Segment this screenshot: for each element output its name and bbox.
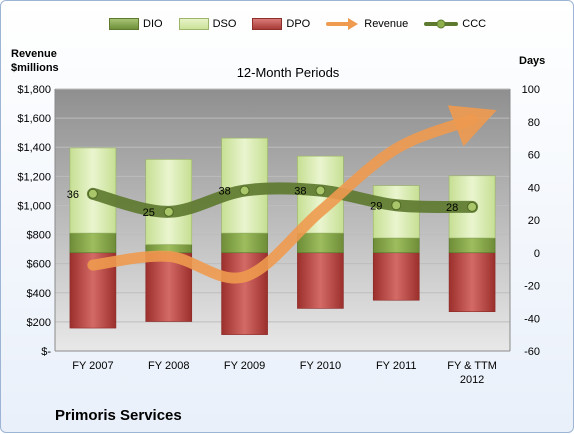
legend-item-ccc: CCC	[424, 17, 486, 31]
right-tick-label: -20	[524, 281, 540, 293]
ccc-data-label: 29	[370, 200, 382, 212]
ccc-marker	[467, 201, 478, 212]
right-tick-label: 80	[528, 117, 540, 129]
left-tick-label: $600	[27, 259, 51, 271]
revenue-line	[87, 105, 497, 284]
bar-dio	[372, 237, 420, 254]
legend-swatch-dio	[109, 18, 139, 30]
legend-label-dso: DSO	[212, 18, 237, 30]
right-tick-label: 60	[528, 150, 540, 162]
tick-labels: $- $200 $400 $600 $800 $1,000 $1,200 $1,400 $1,6…	[17, 84, 540, 386]
left-tick-label: $800	[27, 230, 51, 242]
company-name: Primoris Services	[55, 407, 182, 424]
ccc-marker	[239, 185, 250, 196]
x-tick-label: FY 2007	[72, 360, 113, 372]
right-axis-title: Days	[519, 55, 546, 67]
x-tick-label: 2012	[460, 374, 484, 386]
left-axis-title-line-1: Revenue	[11, 48, 57, 60]
bar-dpo	[448, 252, 496, 313]
x-tick-label: FY 2011	[376, 360, 417, 372]
ccc-line	[86, 182, 479, 218]
legend-arrow-revenue	[326, 18, 359, 30]
bar-dio	[448, 237, 496, 254]
left-tick-label: $1,800	[17, 84, 51, 96]
right-tick-label: 100	[522, 84, 540, 96]
right-tick-label: 0	[534, 248, 540, 260]
bar-dso	[145, 159, 193, 245]
x-tick-label: FY 2008	[148, 360, 189, 372]
ccc-marker	[391, 200, 402, 211]
legend-line-ccc	[424, 19, 459, 29]
ccc-marker	[315, 185, 326, 196]
left-tick-label: $1,200	[17, 171, 51, 183]
left-tick-label: $1,400	[17, 142, 51, 154]
bar-dio	[297, 232, 344, 254]
ccc-marker	[163, 206, 174, 217]
bar-dpo	[297, 252, 344, 309]
legend-item-dso: DSO	[178, 18, 237, 30]
right-tick-label: -60	[524, 346, 540, 358]
left-tick-label: $400	[27, 288, 51, 300]
legend-item-dpo: DPO	[252, 18, 310, 30]
chart-title: 12-Month Periods	[236, 65, 340, 80]
left-tick-label: $1,000	[17, 200, 51, 212]
left-axis-title: Revenue $millions	[11, 47, 59, 75]
ccc-marker	[87, 188, 98, 199]
ccc-data-label: 36	[67, 189, 79, 201]
legend-label-dpo: DPO	[286, 18, 311, 30]
legend: DIO DSO DPO Revenue CCC	[109, 13, 502, 35]
right-tick-label: 40	[528, 182, 540, 194]
legend-item-dio: DIO	[109, 18, 163, 30]
legend-label-dio: DIO	[143, 18, 163, 30]
bar-dio	[221, 232, 268, 254]
x-tick-label: FY 2010	[300, 360, 341, 372]
legend-label-revenue: Revenue	[364, 18, 409, 30]
right-tick-label: -40	[524, 313, 540, 325]
left-axis-title-line-2: $millions	[11, 62, 59, 74]
left-tick-label: $200	[27, 317, 51, 329]
x-tick-label: FY & TTM	[447, 360, 497, 372]
right-tick-label: 20	[528, 215, 540, 227]
x-tick-label: FY 2009	[224, 360, 265, 372]
ccc-data-label: 38	[294, 186, 306, 198]
left-tick-label: $-	[41, 346, 51, 358]
ccc-data-label: 28	[446, 202, 458, 214]
bar-dio	[69, 232, 117, 254]
lines: 36 25 38 38 29 28	[67, 105, 497, 284]
left-tick-label: $1,600	[17, 113, 51, 125]
bar-dpo	[372, 252, 420, 301]
legend-item-revenue: Revenue	[326, 17, 408, 31]
legend-label-ccc: CCC	[462, 18, 487, 30]
ccc-data-label: 25	[143, 207, 155, 219]
legend-swatch-dso	[178, 18, 209, 30]
legend-swatch-dpo	[252, 18, 283, 30]
ccc-data-label: 38	[218, 186, 230, 198]
